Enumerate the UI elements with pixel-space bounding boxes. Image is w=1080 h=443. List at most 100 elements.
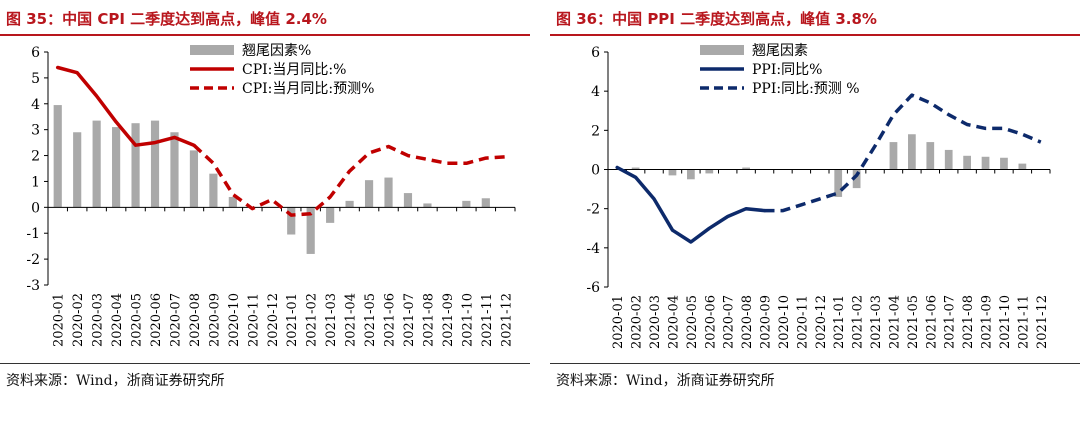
- legend-label: PPI:同比:预测 %: [752, 81, 860, 97]
- x-tick-label: 2021-07: [402, 293, 417, 347]
- x-tick-label: 2020-01: [52, 293, 67, 347]
- bar: [345, 200, 354, 208]
- bar: [668, 169, 677, 176]
- x-tick-label: 2021-11: [1016, 295, 1031, 349]
- x-tick-label: 2021-09: [980, 295, 995, 349]
- bar: [306, 207, 315, 254]
- legend-label: 翘尾因素%: [242, 43, 311, 59]
- x-tick-label: 2021-12: [499, 293, 514, 347]
- x-tick-label: 2020-07: [722, 295, 737, 349]
- x-tick-label: 2021-07: [943, 295, 958, 349]
- bar: [92, 120, 101, 208]
- legend-swatch-bar: [190, 45, 234, 55]
- bar: [462, 200, 471, 208]
- actual-series-line: [55, 65, 196, 147]
- x-tick-label: 2020-01: [611, 295, 626, 349]
- chart-panel-cpi: 图 35：中国 CPI 二季度达到高点，峰值 2.4% -3 -2 -1 0 1 2 3 4 5…: [0, 0, 530, 443]
- x-tick-label: 2021-03: [324, 293, 339, 347]
- bar: [423, 203, 432, 208]
- source-rule: [550, 363, 1080, 364]
- x-tick-label: 2020-11: [795, 295, 810, 349]
- x-tick-label: 2021-01: [285, 293, 300, 347]
- bar: [131, 123, 140, 208]
- bar: [384, 177, 393, 208]
- y-tick-label: 4: [591, 84, 600, 100]
- bar: [112, 127, 121, 208]
- x-tick-label: 2021-01: [832, 295, 847, 349]
- chart-panel-ppi: 图 36：中国 PPI 二季度达到高点，峰值 3.8% -6 -4 -2 0 2 4 6 20…: [550, 0, 1080, 443]
- bar: [228, 196, 237, 208]
- x-tick-label: 2021-03: [869, 295, 884, 349]
- y-tick-label: 0: [31, 200, 40, 216]
- y-tick-label: -2: [26, 252, 40, 268]
- x-tick-label: 2021-11: [480, 293, 495, 347]
- x-tick-label: 2020-06: [703, 295, 718, 349]
- figure-title: 图 36：中国 PPI 二季度达到高点，峰值 3.8%: [556, 10, 877, 28]
- x-tick-label: 2020-03: [648, 295, 663, 349]
- y-tick-label: 4: [31, 97, 40, 113]
- bar: [742, 167, 750, 170]
- y-tick-label: 3: [31, 123, 40, 139]
- bar: [1000, 157, 1008, 170]
- bar: [73, 132, 82, 208]
- bar: [189, 150, 199, 208]
- bar: [687, 169, 695, 180]
- y-tick-label: -2: [586, 202, 600, 218]
- bar: [908, 134, 916, 170]
- x-tick-label: 2021-08: [961, 295, 976, 349]
- x-tick-label: 2020-12: [266, 293, 281, 347]
- x-tick-label: 2020-05: [130, 293, 145, 347]
- x-tick-label: 2020-10: [227, 293, 242, 347]
- y-tick-label: -3: [26, 278, 40, 294]
- y-tick-label: 1: [31, 174, 40, 190]
- title-rule: [550, 34, 1080, 36]
- x-tick-label: 2021-10: [460, 293, 475, 347]
- bar: [834, 169, 843, 197]
- legend-label: CPI:当月同比:预测%: [242, 81, 374, 97]
- bar: [170, 132, 179, 208]
- x-tick-label: 2020-10: [777, 295, 792, 349]
- x-tick-label: 2021-02: [305, 293, 320, 347]
- bar: [889, 142, 898, 170]
- bar: [926, 142, 935, 170]
- y-tick-label: 2: [31, 149, 40, 165]
- y-tick-label: 2: [591, 123, 600, 139]
- bar: [944, 149, 953, 170]
- x-tick-label: 2020-06: [149, 293, 164, 347]
- y-tick-label: 0: [591, 163, 600, 179]
- x-tick-label: 2020-12: [814, 295, 829, 349]
- legend-label: CPI:当月同比:%: [242, 62, 346, 78]
- bar: [481, 198, 490, 208]
- x-tick-label: 2021-04: [344, 293, 359, 347]
- x-tick-label: 2020-07: [168, 293, 183, 347]
- y-tick-label: 5: [31, 71, 40, 87]
- x-tick-label: 2020-04: [110, 293, 125, 347]
- x-tick-label: 2021-06: [924, 295, 939, 349]
- x-tick-label: 2020-05: [685, 295, 700, 349]
- x-tick-label: 2021-04: [887, 295, 902, 349]
- bar: [53, 105, 62, 208]
- x-tick-label: 2020-04: [666, 295, 681, 349]
- x-tick-label: 2020-11: [246, 293, 261, 347]
- x-tick-label: 2021-06: [383, 293, 398, 347]
- bar: [981, 156, 990, 170]
- x-tick-label: 2020-08: [740, 295, 755, 349]
- bar: [209, 173, 218, 208]
- y-tick-label: -1: [26, 226, 40, 242]
- bar: [963, 155, 971, 170]
- y-tick-label: -6: [586, 280, 600, 296]
- ppi-chart: -6 -4 -2 0 2 4 6 2020-01 2020-02 2020-03 2020-04 20…: [586, 43, 1051, 349]
- legend-label: 翘尾因素: [752, 43, 808, 59]
- bar: [150, 120, 160, 208]
- forecast-series-line: [192, 143, 506, 217]
- title-rule: [0, 34, 530, 36]
- x-tick-label: 2021-08: [421, 293, 436, 347]
- x-tick-label: 2020-08: [188, 293, 203, 347]
- actual-series-line: [615, 165, 767, 244]
- x-tick-label: 2020-02: [71, 293, 86, 347]
- source-rule: [0, 363, 530, 364]
- figure-title: 图 35：中国 CPI 二季度达到高点，峰值 2.4%: [6, 10, 327, 28]
- source-note: 资料来源：Wind，浙商证券研究所: [556, 373, 775, 389]
- legend-swatch-bar: [700, 45, 744, 55]
- x-tick-label: 2020-09: [759, 295, 774, 349]
